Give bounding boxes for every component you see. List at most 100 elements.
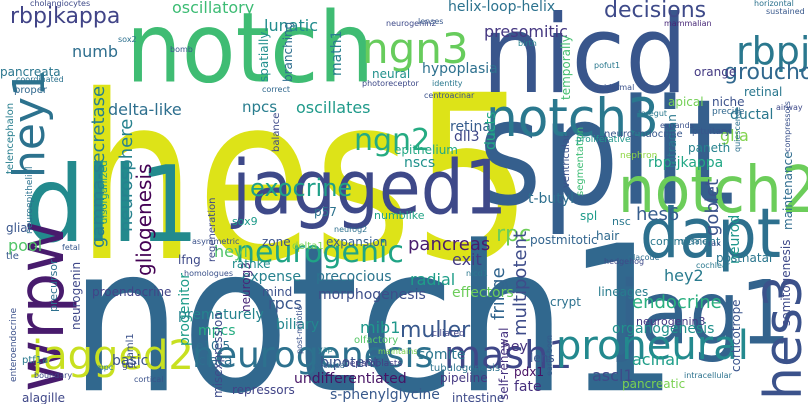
word-proper: proper: [14, 85, 47, 96]
word-sustained: sustained: [766, 7, 805, 16]
word-hes5: hes5: [76, 46, 534, 313]
word-neurogenin3: neurogenin3: [636, 315, 706, 328]
word-ngn3: ngn3: [362, 24, 469, 73]
word-boundary: boundary: [34, 371, 73, 380]
word-photoreceptor: photoreceptor: [362, 79, 419, 88]
word-centroacinar: centroacinar: [424, 91, 475, 100]
word-rax: rax: [708, 239, 721, 248]
word-exit: exit: [452, 250, 482, 269]
word-asymmetric: asymmetric: [192, 237, 240, 246]
word-radial: radial: [410, 270, 456, 289]
word-notch2: notch2: [618, 152, 808, 228]
word-pancreata: pancreata: [0, 65, 61, 79]
word-ascl1: ascl1: [592, 366, 634, 385]
word-hypoplasia: hypoplasia: [422, 61, 498, 77]
word-alagille: alagille: [22, 391, 66, 404]
word-intestine: intestine: [452, 391, 505, 404]
word-cortical: cortical: [134, 375, 164, 384]
word-rbpjkappa: rbpjkappa: [10, 4, 121, 29]
word-bomb: bomb: [170, 45, 193, 54]
word-ciliated: ciliated: [432, 329, 465, 339]
word-dapt: dapt: [640, 193, 782, 274]
word-horizontal: horizontal: [754, 0, 794, 8]
word-postmitotic: postmitotic: [530, 233, 598, 247]
word-basic: basic: [112, 353, 149, 369]
word-commitment: commitment: [650, 235, 721, 248]
word-post-mitotic: post-mitotic: [295, 306, 304, 354]
word-nsc: nsc: [612, 215, 631, 228]
word-p57: p57: [314, 205, 337, 219]
word-hedgehog: hedgehog: [604, 257, 645, 266]
word-sox9: sox9: [232, 215, 258, 228]
word-glial: glial: [6, 221, 31, 235]
word-regeneration: regeneration: [207, 197, 218, 262]
word-ptf1a: ptf1a: [22, 355, 49, 366]
word-neural: neural: [372, 67, 411, 81]
word-cochlear: cochlear: [696, 261, 731, 270]
word-pofut1: pofut1: [594, 61, 621, 70]
word-rpcs: rpcs: [268, 294, 302, 313]
word-gliogenesis: gliogenesis: [132, 163, 156, 276]
word-hey: hey: [502, 339, 528, 355]
word-somite: somite: [418, 347, 466, 363]
word-delta1: delta1: [292, 241, 324, 252]
word-groucho: groucho: [724, 60, 808, 85]
word-t-butyl: t-butyl: [528, 191, 574, 207]
word-acinar: acinar: [632, 350, 682, 369]
word-mib1: mib1: [360, 318, 401, 337]
word-quiescence: quiescence: [733, 106, 742, 152]
word-expansion: expansion: [326, 235, 388, 249]
word-e10.5: e10.5: [196, 339, 231, 353]
word-dll3: dll3: [454, 129, 480, 145]
word-neurog2: neurog2: [334, 225, 368, 234]
word-notch3: notch3: [486, 87, 659, 149]
word-dll1: dll1: [24, 143, 200, 267]
word-jagged1: jagged1: [232, 145, 508, 233]
word-precursor: precursor: [47, 259, 60, 312]
word-lenses: lenses: [418, 17, 444, 26]
word-hes6: hes6: [636, 204, 680, 225]
word-clara: clara: [198, 353, 233, 369]
word-neuroepithelial: neuroepithelial: [25, 166, 35, 235]
word-tubulogenesis: tubulogenesis: [430, 363, 501, 374]
word-goblet: goblet: [702, 179, 723, 236]
word-yap: yap: [318, 345, 333, 354]
word-bipotent: bipotent: [320, 355, 379, 371]
word-postnatal: postnatal: [716, 251, 773, 265]
word-crypt: crypt: [550, 295, 581, 309]
word-telencephalon: telencephalon: [5, 102, 16, 174]
word-multipotent: multipotent: [510, 230, 531, 336]
word-cochlea: cochlea: [314, 361, 345, 370]
word-balance: balance: [271, 112, 282, 152]
word-repressors: repressors: [232, 383, 295, 397]
word-niche: niche: [712, 95, 745, 109]
word-split: split: [478, 68, 735, 239]
word-rbpj: rbpj: [736, 29, 808, 73]
word-mosaic: mosaic: [678, 237, 707, 246]
word-delta-like: delta-like: [108, 100, 182, 119]
word-lunatic: lunatic: [264, 16, 319, 35]
word-airway: airway: [776, 103, 803, 112]
word-orange: orange: [694, 65, 737, 79]
word-hair: hair: [596, 229, 620, 243]
word-numblike: numblike: [374, 209, 425, 222]
word-spl: spl: [580, 209, 598, 223]
word-neurogenic: neurogenic: [236, 235, 404, 270]
word-paneth: paneth: [688, 141, 731, 155]
word-ductal: ductal: [730, 107, 774, 123]
word-misexpression: misexpression: [211, 311, 225, 398]
word-somitogenesis: somitogenesis: [779, 239, 793, 327]
word-decisions: decisions: [604, 0, 707, 23]
word-mammalian: mammalian: [664, 19, 712, 28]
word-hepatoblasts: hepatoblasts: [344, 359, 403, 369]
word-expands: expands: [660, 121, 694, 130]
word-intracellular: intracellular: [684, 371, 732, 380]
word-maintenance: maintenance: [781, 151, 795, 230]
word-pituitary: pituitary: [692, 127, 731, 137]
word-retina: retina: [450, 119, 491, 135]
word-glia: glia: [720, 126, 749, 145]
word-biliary: biliary: [276, 317, 320, 333]
word-tle: tle: [6, 251, 19, 262]
word-proendocrine: proendocrine: [92, 285, 172, 299]
word-placode: placode: [628, 253, 660, 262]
